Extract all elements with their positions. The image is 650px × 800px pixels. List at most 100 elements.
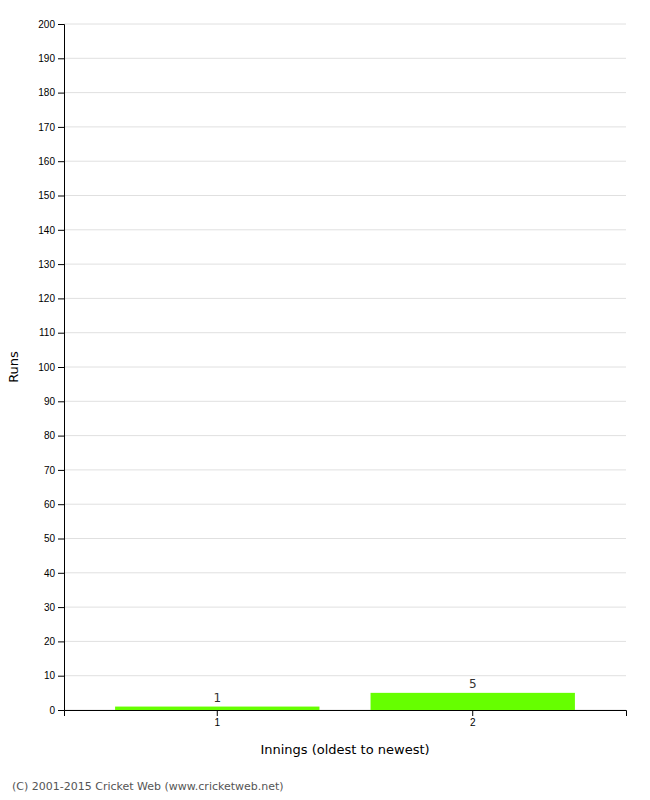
grid-line	[64, 367, 626, 368]
y-tick: 10	[44, 670, 64, 681]
grid-line	[64, 401, 626, 402]
y-tick-mark	[58, 436, 64, 437]
y-tick-mark	[58, 196, 64, 197]
data-label: 5	[469, 677, 477, 691]
y-tick: 90	[44, 396, 64, 407]
grid-line	[64, 229, 626, 230]
y-tick-mark	[58, 607, 64, 608]
y-tick-mark	[58, 504, 64, 505]
grid-line	[64, 332, 626, 333]
grid-line	[64, 504, 626, 505]
y-tick-mark	[58, 24, 64, 25]
data-label: 1	[213, 691, 221, 705]
y-tick: 150	[38, 190, 64, 201]
grid-line	[64, 24, 626, 25]
grid-line	[64, 641, 626, 642]
y-tick-label: 0	[49, 705, 55, 716]
y-tick-mark	[58, 264, 64, 265]
y-tick: 60	[44, 499, 64, 510]
x-axis-line	[65, 711, 627, 717]
y-axis: 0 10 20 30 40 50 60 70 80 90 100 110 120 130 140 150 160…	[38, 19, 64, 716]
y-tick: 80	[44, 430, 64, 441]
y-tick: 160	[38, 156, 64, 167]
y-tick-label: 50	[44, 533, 56, 544]
footer: (C) 2001-2015 Cricket Web (www.cricketwe…	[12, 780, 284, 793]
y-tick-mark	[58, 641, 64, 642]
y-axis-title: Runs	[6, 351, 21, 383]
grid-line	[64, 195, 626, 196]
bars	[115, 693, 575, 710]
y-tick: 20	[44, 636, 64, 647]
y-tick: 140	[38, 225, 64, 236]
y-tick: 70	[44, 465, 64, 476]
grid-line	[64, 161, 626, 162]
bar	[115, 707, 319, 710]
y-tick-label: 90	[44, 396, 56, 407]
grid-line	[64, 538, 626, 539]
data-labels: 15	[213, 677, 476, 705]
y-tick-mark	[58, 93, 64, 94]
y-tick-mark	[58, 127, 64, 128]
y-tick-label: 170	[38, 122, 55, 133]
y-tick: 100	[38, 362, 64, 373]
y-tick-label: 100	[38, 362, 55, 373]
grid-line	[64, 126, 626, 127]
y-tick-label: 30	[44, 602, 56, 613]
y-tick: 110	[39, 327, 64, 338]
y-tick-label: 140	[38, 225, 55, 236]
x-tick-mark	[217, 710, 218, 716]
y-axis-line	[58, 25, 65, 711]
y-tick: 200	[38, 19, 64, 30]
y-tick-label: 160	[38, 156, 55, 167]
y-tick-label: 150	[38, 190, 55, 201]
y-tick: 180	[38, 87, 64, 98]
y-tick-mark	[58, 676, 64, 677]
x-tick-label: 1	[214, 717, 220, 728]
y-tick-label: 190	[38, 53, 55, 64]
grid-line	[64, 92, 626, 93]
y-tick: 170	[38, 122, 64, 133]
grid-line	[64, 264, 626, 265]
grid	[64, 24, 626, 710]
y-tick-mark	[58, 539, 64, 540]
x-tick: 2	[470, 710, 476, 728]
bar	[371, 693, 575, 710]
y-tick-label: 200	[38, 19, 55, 30]
y-tick-mark	[58, 230, 64, 231]
y-tick: 130	[38, 259, 64, 270]
plot: 0 10 20 30 40 50 60 70 80 90 100 110 120 130 140 150 160…	[38, 19, 626, 728]
grid-line	[64, 469, 626, 470]
y-tick: 120	[38, 293, 64, 304]
y-tick-mark	[58, 58, 64, 59]
y-tick: 190	[38, 53, 64, 64]
x-tick: 1	[214, 710, 220, 728]
y-tick: 40	[44, 568, 64, 579]
grid-line	[64, 675, 626, 676]
y-tick-label: 70	[44, 465, 56, 476]
y-tick-label: 110	[39, 327, 55, 338]
grid-line	[64, 298, 626, 299]
grid-line	[64, 435, 626, 436]
x-axis-title: Innings (oldest to newest)	[260, 742, 429, 757]
grid-line	[64, 572, 626, 573]
y-tick-label: 120	[38, 293, 55, 304]
x-tick-mark	[472, 710, 473, 716]
x-axis: 12	[65, 710, 627, 728]
y-tick-mark	[58, 298, 64, 299]
y-tick-label: 180	[38, 87, 55, 98]
y-tick-label: 10	[44, 670, 56, 681]
y-tick-mark	[58, 573, 64, 574]
grid-line	[64, 58, 626, 59]
y-tick-label: 60	[44, 499, 56, 510]
y-tick-mark	[58, 333, 64, 334]
y-tick-mark	[58, 401, 64, 402]
x-tick-label: 2	[470, 717, 476, 728]
y-tick-label: 20	[44, 636, 56, 647]
y-tick-label: 80	[44, 430, 56, 441]
chart: 0 10 20 30 40 50 60 70 80 90 100 110 120 130 140 150 160…	[0, 0, 650, 800]
y-tick: 50	[44, 533, 64, 544]
y-tick-mark	[58, 710, 64, 711]
y-tick-label: 40	[44, 568, 56, 579]
y-tick-label: 130	[38, 259, 55, 270]
y-tick: 0	[49, 705, 64, 716]
